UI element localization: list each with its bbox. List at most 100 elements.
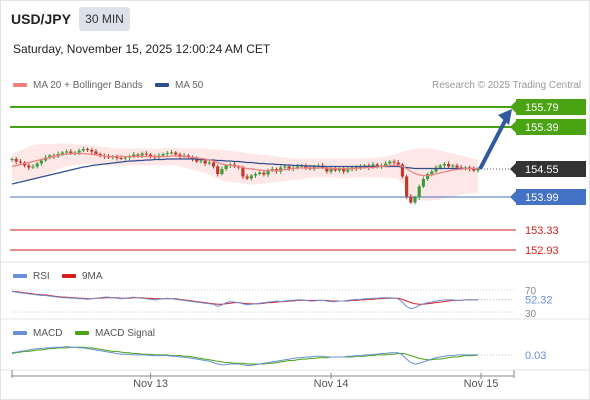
rsi-tick-70: 70 xyxy=(525,286,537,297)
rsi-tick-30: 30 xyxy=(525,309,537,320)
candle-body xyxy=(27,165,31,168)
candle-body xyxy=(77,150,81,153)
candle-body xyxy=(241,167,245,177)
candle-body xyxy=(224,165,228,169)
level-tag-pointer xyxy=(510,121,516,133)
forecast-arrow-shaft xyxy=(478,118,508,170)
candle-body xyxy=(409,196,413,203)
macd-signal-line xyxy=(11,346,479,365)
candle-body xyxy=(35,163,39,167)
candle-body xyxy=(90,150,94,152)
legend-macd-signal: MACD Signal xyxy=(75,328,155,339)
candle-body xyxy=(287,166,291,169)
candle-body xyxy=(39,160,43,164)
candle-body xyxy=(333,168,337,171)
rsi-ma-label: 9MA xyxy=(82,271,103,282)
candle-body xyxy=(220,169,224,174)
candle-body xyxy=(14,159,18,162)
candle-body xyxy=(203,160,207,164)
candle-body xyxy=(295,166,300,168)
candle-body xyxy=(94,151,98,154)
ma20-line xyxy=(11,152,478,177)
rsi-swatch xyxy=(13,274,27,279)
candle-body xyxy=(262,172,266,175)
candle-body xyxy=(211,162,216,167)
bollinger-band xyxy=(12,143,478,201)
rsi-label: RSI xyxy=(33,271,50,282)
candle-body xyxy=(388,161,392,164)
ma50-line xyxy=(11,158,478,185)
rsi-ma-swatch xyxy=(62,274,76,279)
candle-body xyxy=(451,165,455,167)
candle-body xyxy=(169,152,174,154)
candle-body xyxy=(48,155,52,158)
candle-body xyxy=(85,149,90,150)
candle-body xyxy=(119,158,123,159)
ma50-swatch xyxy=(155,83,169,88)
macd-label: MACD xyxy=(33,328,63,339)
level-label-153.33: 153.33 xyxy=(525,225,559,237)
x-tick-label: Nov 15 xyxy=(464,378,499,390)
candle-body xyxy=(199,160,203,162)
level-tag-155.39 xyxy=(516,119,586,135)
rsi-line xyxy=(11,290,479,310)
macd-signal-swatch xyxy=(75,331,89,336)
legend-ma20: MA 20 + Bollinger Bands xyxy=(13,80,143,91)
ma20-swatch xyxy=(13,83,27,88)
candle-body xyxy=(10,159,14,160)
candle-body xyxy=(174,152,178,155)
candle-body xyxy=(375,164,379,167)
candle-body xyxy=(266,170,270,175)
candle-body xyxy=(136,154,140,156)
candle-body xyxy=(396,162,400,165)
timeframe-badge[interactable]: 30 MIN xyxy=(79,7,130,31)
candle-body xyxy=(31,166,35,168)
candle-body xyxy=(132,154,136,157)
macd-last-value: 0.03 xyxy=(525,350,546,362)
candle-body xyxy=(249,175,253,179)
level-label-155.39: 155.39 xyxy=(525,122,559,134)
level-label-152.93: 152.93 xyxy=(525,245,559,257)
ma50-label: MA 50 xyxy=(175,80,204,91)
candle-body xyxy=(195,159,199,162)
candle-body xyxy=(346,169,350,172)
candle-body xyxy=(384,163,388,166)
level-label-155.79: 155.79 xyxy=(525,102,559,114)
macd-signal-label: MACD Signal xyxy=(95,328,156,339)
legend-macd: MACD xyxy=(13,328,62,339)
candle-body xyxy=(413,197,417,203)
symbol-title: USD/JPY xyxy=(11,11,71,27)
rsi-ma-line xyxy=(12,291,478,305)
candle-body xyxy=(148,154,153,157)
candle-body xyxy=(405,176,409,197)
legend-ma50: MA 50 xyxy=(155,80,203,91)
candle-body xyxy=(69,151,73,154)
candle-body xyxy=(434,167,438,172)
candle-body xyxy=(283,166,287,168)
candle-body xyxy=(161,154,165,156)
candle-body xyxy=(400,164,405,177)
candle-body xyxy=(123,157,127,159)
candle-body xyxy=(337,169,342,171)
forecast-arrow-head xyxy=(498,109,512,125)
level-label-153.99: 153.99 xyxy=(525,192,559,204)
candle-body xyxy=(60,152,64,154)
candle-body xyxy=(417,186,421,198)
level-tag-pointer xyxy=(510,163,516,175)
candle-body xyxy=(98,154,102,156)
candle-body xyxy=(190,157,195,159)
candle-body xyxy=(447,164,451,167)
candle-body xyxy=(144,153,148,155)
candle-body xyxy=(140,153,144,156)
candle-body xyxy=(178,154,182,157)
candle-body xyxy=(476,169,480,171)
legend-rsi: RSI xyxy=(13,271,50,282)
ma20-label: MA 20 + Bollinger Bands xyxy=(33,80,143,91)
research-credit: Research © 2025 Trading Central xyxy=(432,80,582,91)
level-tag-pointer xyxy=(510,191,516,203)
candle-body xyxy=(438,165,442,168)
candle-body xyxy=(455,165,459,168)
candle-body xyxy=(270,169,274,171)
candle-body xyxy=(430,171,434,174)
